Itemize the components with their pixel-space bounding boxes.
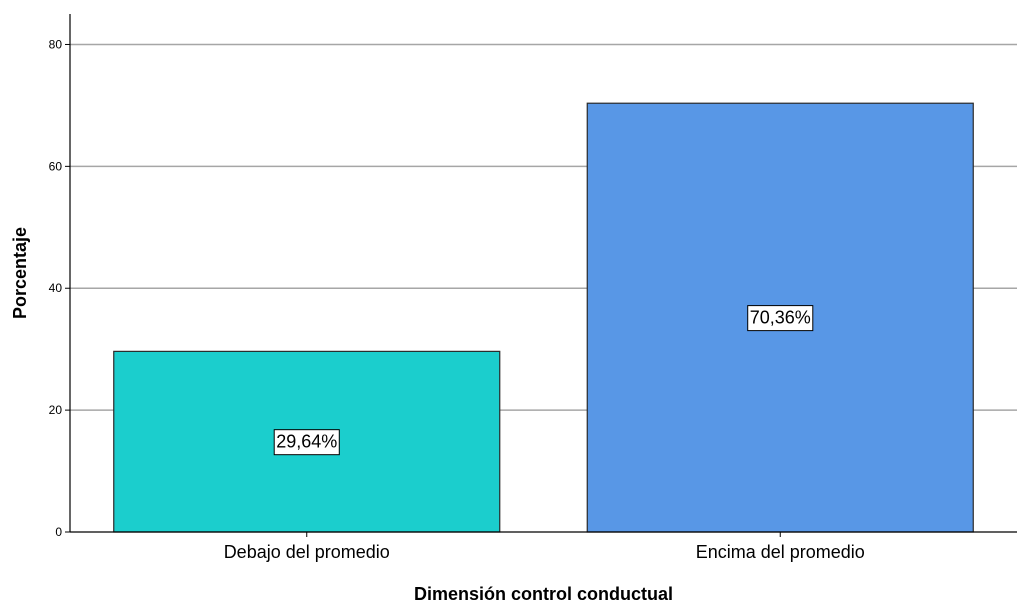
x-axis-title: Dimensión control conductual: [414, 584, 673, 604]
x-category-labels: Debajo del promedio Encima del promedio: [224, 532, 865, 562]
bars: [113, 102, 974, 533]
data-label: 29,64%: [273, 429, 340, 456]
y-tick-label: 80: [49, 37, 63, 51]
data-labels: 29,64% 70,36%: [273, 305, 814, 456]
data-label-text: 29,64%: [276, 432, 337, 452]
y-tick-labels: 0 20 40 60 80: [49, 37, 70, 539]
y-tick-label: 40: [49, 281, 63, 295]
data-label-box: [747, 305, 814, 332]
data-label: 70,36%: [747, 305, 814, 332]
axes: [69, 14, 1017, 533]
y-axis-title: Porcentaje: [10, 227, 30, 319]
y-tick-label: 0: [55, 525, 62, 539]
x-category-label: Encima del promedio: [696, 542, 865, 562]
y-tick-label: 60: [49, 159, 63, 173]
x-category-label: Debajo del promedio: [224, 542, 390, 562]
data-label-box: [273, 429, 340, 456]
y-tick-label: 20: [49, 403, 63, 417]
data-label-text: 70,36%: [750, 308, 811, 328]
